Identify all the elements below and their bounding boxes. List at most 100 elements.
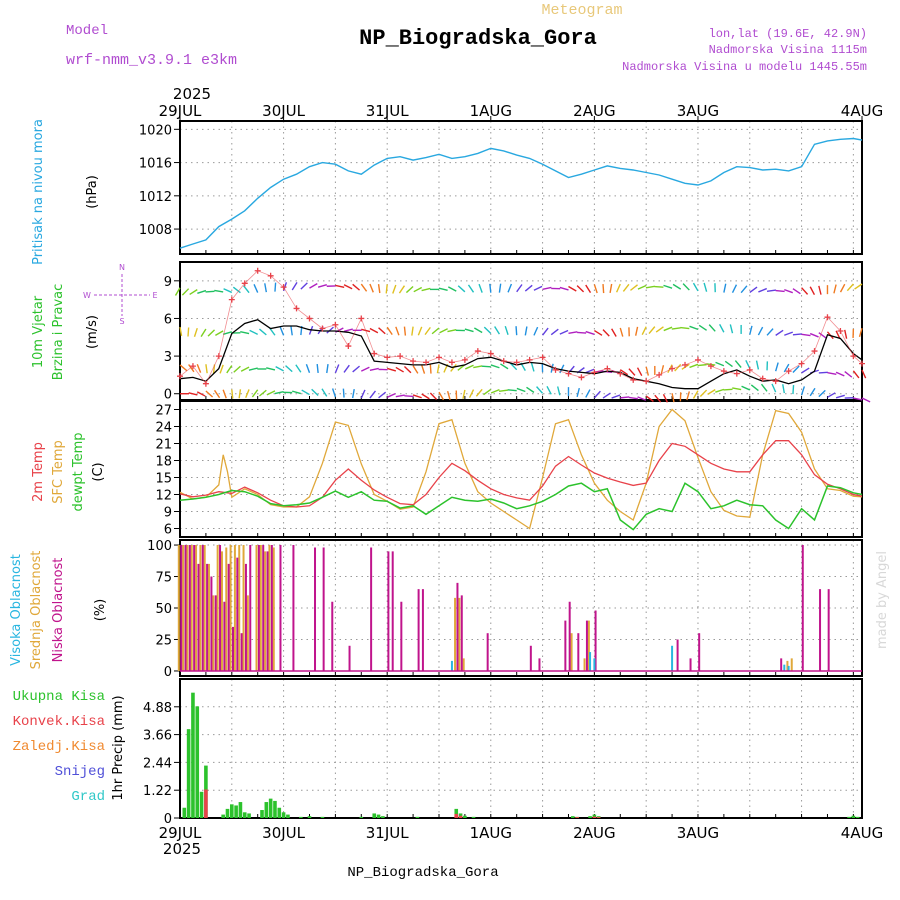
model-name: wrf-nmm_v3.9.1 e3km xyxy=(66,52,237,69)
precip-total-bar xyxy=(592,814,597,818)
wind-direction-arrow xyxy=(755,360,760,370)
wind-direction-arrow xyxy=(524,284,533,292)
wind-direction-arrow xyxy=(792,288,801,295)
temperature-ytick-label: 27 xyxy=(155,404,172,419)
temp-sfc-label: SFC Temp xyxy=(51,440,66,504)
wind-direction-arrow xyxy=(369,390,377,399)
wind-direction-arrow xyxy=(411,326,414,336)
wind-direction-arrow xyxy=(585,284,592,293)
wind-direction-arrow xyxy=(316,363,319,374)
wind-direction-arrow xyxy=(266,367,276,371)
wind-direction-arrow xyxy=(671,393,675,403)
wind-direction-arrow xyxy=(245,389,250,399)
wind-direction-arrow xyxy=(672,283,682,290)
model-altitude-label: Nadmorska Visina u modelu 1445.55m xyxy=(622,60,867,74)
wind-direction-arrow xyxy=(818,285,822,295)
pressure-frame xyxy=(179,120,863,255)
wind-direction-arrow xyxy=(386,392,396,398)
wind-direction-arrow xyxy=(577,331,587,334)
plot-layer: 1008101210161020036969121518212427025507… xyxy=(139,102,883,842)
wind-direction-arrow xyxy=(637,284,647,290)
wind-direction-arrow xyxy=(222,331,232,335)
year-bottom: 2025 xyxy=(163,840,201,858)
wind-direction-arrow xyxy=(301,389,310,396)
wind-direction-arrow xyxy=(703,282,708,292)
wind-direction-arrow xyxy=(671,327,681,330)
wind-direction-arrow xyxy=(620,396,630,399)
precip-total-bar xyxy=(268,798,273,818)
precip-total-bar xyxy=(570,816,575,818)
wind-direction-arrow xyxy=(478,283,483,293)
wind-direction-arrow xyxy=(264,283,268,293)
wind-direction-arrow xyxy=(567,365,575,374)
precip-total-bar xyxy=(247,813,251,818)
wind-direction-arrow xyxy=(290,326,293,336)
wind-direction-arrow xyxy=(729,324,734,334)
wind-direction-arrow xyxy=(226,365,233,374)
wind-direction-arrow xyxy=(462,389,466,399)
wind-direction-arrow xyxy=(771,383,777,393)
wind-direction-arrow xyxy=(331,388,337,398)
precip-total-bar xyxy=(234,805,238,818)
wind-direction-arrow xyxy=(576,285,585,293)
precip-total-bar xyxy=(281,812,286,818)
wind-direction-arrow xyxy=(611,394,621,399)
wind-direction-arrow xyxy=(507,389,517,392)
wind-direction-arrow xyxy=(377,284,381,294)
wind-direction-arrow xyxy=(854,283,863,290)
wind-direction-arrow xyxy=(300,282,308,290)
wind-direction-arrow xyxy=(274,282,277,292)
wind-direction-arrow xyxy=(421,393,430,400)
wind-direction-arrow xyxy=(839,283,846,293)
precip-ytick-label: 3.66 xyxy=(143,729,172,744)
wind-direction-arrow xyxy=(196,364,202,373)
wind-direction-arrow xyxy=(475,388,483,397)
wind-direction-arrow xyxy=(637,396,647,401)
day-label-bottom: 4AUG xyxy=(841,824,883,842)
precip-total-bar xyxy=(307,816,312,818)
altitude-label: Nadmorska Visina 1115m xyxy=(709,43,867,57)
wind-direction-arrow xyxy=(818,332,827,339)
wind-direction-arrow xyxy=(556,386,561,396)
wind-direction-arrow xyxy=(734,360,742,368)
clouds-ytick-label: 25 xyxy=(155,633,172,648)
wind-direction-arrow xyxy=(611,328,617,337)
wind-direction-arrow xyxy=(645,366,650,376)
year-top: 2025 xyxy=(173,85,211,103)
temp-unit: (C) xyxy=(91,462,106,481)
precip-total-bar xyxy=(242,812,247,818)
wind-direction-arrow xyxy=(412,365,419,374)
wind-compass: N S W E xyxy=(83,263,157,326)
wind-direction-arrow xyxy=(663,284,673,289)
wind-direction-arrow xyxy=(634,326,639,336)
coords-label: lon,lat (19.6E, 42.9N) xyxy=(709,27,867,41)
precip-total-bar xyxy=(286,814,290,818)
wind-direction-arrow xyxy=(844,371,853,378)
wind-ytick-label: 9 xyxy=(164,275,172,290)
wind-direction-arrow xyxy=(317,284,327,288)
wind-direction-arrow xyxy=(861,397,871,403)
wind-direction-arrow xyxy=(309,283,318,289)
precip-total-label: Ukupna Kisa xyxy=(13,689,105,705)
wind-direction-arrow xyxy=(174,287,181,296)
precip-total-bar xyxy=(372,813,377,818)
wind-direction-arrow xyxy=(550,363,554,373)
wind-direction-arrow xyxy=(715,361,725,367)
wind-direction-arrow xyxy=(238,389,242,399)
wind-direction-arrow xyxy=(231,389,234,399)
wind-direction-arrow xyxy=(559,286,569,291)
pressure-ytick-label: 1012 xyxy=(139,190,172,205)
wind-direction-arrow xyxy=(219,364,224,374)
temperature-ytick-label: 18 xyxy=(155,455,172,470)
wind-direction-arrow xyxy=(200,328,207,337)
wind-direction-arrow xyxy=(861,369,867,379)
wind-mean-line xyxy=(179,318,863,390)
wind-direction-arrow xyxy=(446,391,451,401)
wind-direction-arrow xyxy=(774,362,779,372)
wind-direction-arrow xyxy=(593,284,598,294)
wind-direction-arrow xyxy=(568,331,578,335)
wind-direction-arrow xyxy=(431,327,440,335)
wind-direction-arrow xyxy=(436,364,440,374)
wind-direction-arrow xyxy=(576,387,580,398)
wind-direction-arrow xyxy=(321,388,328,397)
